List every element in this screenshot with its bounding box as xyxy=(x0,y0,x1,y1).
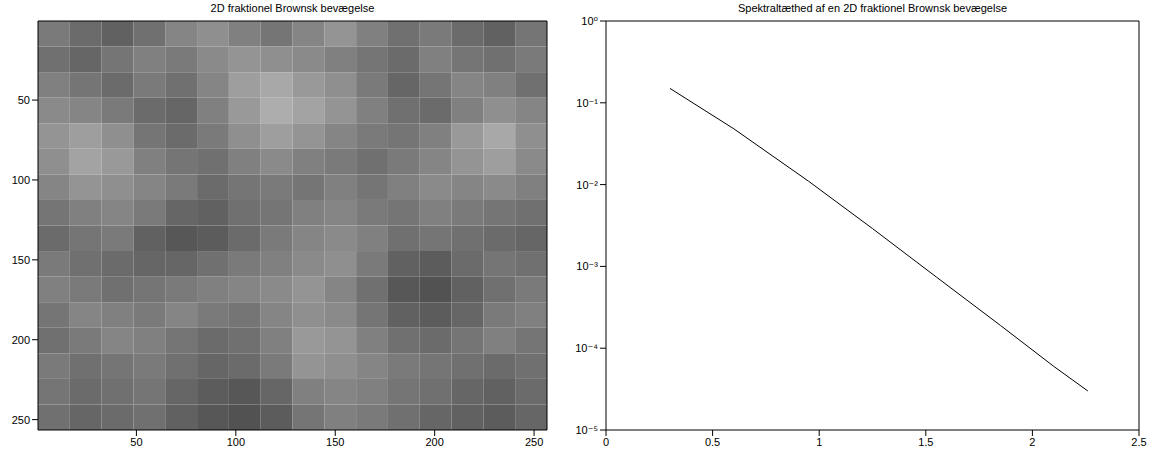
svg-text:2: 2 xyxy=(1029,436,1035,448)
svg-text:10⁻⁵: 10⁻⁵ xyxy=(575,424,598,436)
svg-text:10⁻¹: 10⁻¹ xyxy=(576,97,598,109)
svg-text:100: 100 xyxy=(12,174,30,186)
svg-text:1: 1 xyxy=(816,436,822,448)
svg-text:50: 50 xyxy=(18,94,30,106)
svg-text:0.5: 0.5 xyxy=(705,436,720,448)
svg-text:200: 200 xyxy=(12,334,30,346)
svg-text:2.5: 2.5 xyxy=(1131,436,1146,448)
svg-text:100: 100 xyxy=(227,436,245,448)
svg-text:50: 50 xyxy=(130,436,142,448)
svg-text:10⁻²: 10⁻² xyxy=(576,179,598,191)
svg-text:200: 200 xyxy=(425,436,443,448)
svg-text:0: 0 xyxy=(603,436,609,448)
svg-text:150: 150 xyxy=(12,254,30,266)
svg-text:150: 150 xyxy=(326,436,344,448)
html-text:2D fraktionel Brownsk bevægels: 2D fraktionel Brownsk bevægelse xyxy=(210,2,375,14)
svg-text:250: 250 xyxy=(525,436,543,448)
svg-text:1.5: 1.5 xyxy=(918,436,933,448)
svg-text:250: 250 xyxy=(12,414,30,426)
svg-text:10⁻³: 10⁻³ xyxy=(576,260,598,272)
svg-text:10⁰: 10⁰ xyxy=(581,15,598,27)
html-text:Spektraltæthed af en 2D frakti: Spektraltæthed af en 2D fraktionel Brown… xyxy=(738,2,1007,14)
svg-text:10⁻⁴: 10⁻⁴ xyxy=(575,342,598,354)
